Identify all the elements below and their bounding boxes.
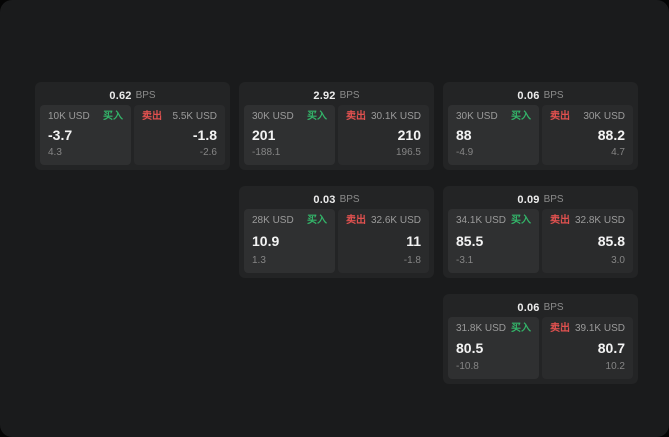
bps-header: 0.62 BPS: [40, 86, 225, 105]
sell-size: 32.8K USD: [574, 215, 625, 226]
buy-button[interactable]: 买入: [511, 323, 531, 334]
sell-button[interactable]: 卖出: [550, 323, 570, 334]
sell-delta: 3.0: [611, 255, 625, 266]
buy-panel[interactable]: 30K USD 买入 88 -4.9: [448, 105, 539, 165]
buy-delta: -188.1: [252, 147, 281, 158]
buy-size: 28K USD: [252, 215, 294, 226]
sell-panel[interactable]: 卖出 39.1K USD 80.7 10.2: [542, 317, 633, 379]
sell-price: 80.7: [597, 340, 625, 356]
sell-delta: 4.7: [611, 147, 625, 158]
sell-price: 85.8: [597, 233, 625, 249]
buy-size: 30K USD: [456, 111, 498, 122]
sell-button[interactable]: 卖出: [142, 111, 162, 122]
sell-button[interactable]: 卖出: [346, 215, 366, 226]
buy-button[interactable]: 买入: [103, 111, 123, 122]
sell-size: 32.6K USD: [370, 215, 421, 226]
bps-header: 2.92 BPS: [244, 86, 429, 105]
buy-panel[interactable]: 34.1K USD 买入 85.5 -3.1: [448, 209, 539, 273]
buy-delta: 4.3: [48, 147, 62, 158]
sell-delta: 10.2: [605, 361, 625, 372]
buy-price: 80.5: [456, 340, 484, 356]
sell-panel[interactable]: 卖出 30.1K USD 210 196.5: [338, 105, 429, 165]
bps-value: 0.03: [313, 193, 336, 206]
bps-unit-label: BPS: [135, 90, 156, 101]
sell-size: 30K USD: [583, 111, 625, 122]
sell-delta: -1.8: [403, 255, 421, 266]
bps-header: 0.03 BPS: [244, 190, 429, 209]
sell-button[interactable]: 卖出: [550, 111, 570, 122]
buy-delta: 1.3: [252, 255, 266, 266]
bps-value: 0.62: [109, 89, 132, 102]
bps-unit-label: BPS: [543, 194, 564, 205]
buy-size: 31.8K USD: [456, 323, 507, 334]
buy-delta: -3.1: [456, 255, 474, 266]
bps-header: 0.09 BPS: [448, 190, 633, 209]
sell-panel[interactable]: 卖出 5.5K USD -1.8 -2.6: [134, 105, 225, 165]
quote-card[interactable]: 0.09 BPS 34.1K USD 买入 85.5 -3.1 卖出 32.8K…: [443, 186, 638, 278]
bps-unit-label: BPS: [339, 194, 360, 205]
sell-price: 88.2: [597, 127, 625, 143]
buy-delta: -10.8: [456, 361, 479, 372]
quote-card[interactable]: 0.06 BPS 30K USD 买入 88 -4.9 卖出 30K USD: [443, 82, 638, 170]
sell-price: 11: [406, 233, 421, 249]
buy-price: 201: [252, 127, 276, 143]
quote-card-grid: 0.62 BPS 10K USD 买入 -3.7 4.3 卖出 5.5K USD: [35, 82, 638, 384]
sell-panel[interactable]: 卖出 30K USD 88.2 4.7: [542, 105, 633, 165]
buy-price: 10.9: [252, 233, 280, 249]
buy-panel[interactable]: 28K USD 买入 10.9 1.3: [244, 209, 335, 273]
sell-button[interactable]: 卖出: [550, 215, 570, 226]
buy-size: 10K USD: [48, 111, 90, 122]
buy-panel[interactable]: 10K USD 买入 -3.7 4.3: [40, 105, 131, 165]
buy-button[interactable]: 买入: [307, 215, 327, 226]
buy-size: 34.1K USD: [456, 215, 507, 226]
quote-card[interactable]: 0.03 BPS 28K USD 买入 10.9 1.3 卖出 32.6K US…: [239, 186, 434, 278]
quote-panels: 10K USD 买入 -3.7 4.3 卖出 5.5K USD -1.8 -2.…: [40, 105, 225, 165]
bps-unit-label: BPS: [543, 302, 564, 313]
sell-button[interactable]: 卖出: [346, 111, 366, 122]
sell-delta: -2.6: [199, 147, 217, 158]
quote-panels: 30K USD 买入 201 -188.1 卖出 30.1K USD 210 1…: [244, 105, 429, 165]
buy-price: 85.5: [456, 233, 484, 249]
quote-panels: 30K USD 买入 88 -4.9 卖出 30K USD 88.2 4.7: [448, 105, 633, 165]
buy-price: 88: [456, 127, 472, 143]
bps-unit-label: BPS: [339, 90, 360, 101]
sell-price: -1.8: [192, 127, 217, 143]
bps-header: 0.06 BPS: [448, 86, 633, 105]
sell-panel[interactable]: 卖出 32.8K USD 85.8 3.0: [542, 209, 633, 273]
buy-button[interactable]: 买入: [511, 215, 531, 226]
quote-card[interactable]: 0.62 BPS 10K USD 买入 -3.7 4.3 卖出 5.5K USD: [35, 82, 230, 170]
bps-unit-label: BPS: [543, 90, 564, 101]
quote-panels: 34.1K USD 买入 85.5 -3.1 卖出 32.8K USD 85.8…: [448, 209, 633, 273]
bps-value: 0.06: [517, 89, 540, 102]
buy-delta: -4.9: [456, 147, 474, 158]
sell-price: 210: [397, 127, 421, 143]
quote-card[interactable]: 2.92 BPS 30K USD 买入 201 -188.1 卖出 30.1K …: [239, 82, 434, 170]
quote-panels: 28K USD 买入 10.9 1.3 卖出 32.6K USD 11 -1.8: [244, 209, 429, 273]
sell-delta: 196.5: [395, 147, 421, 158]
buy-price: -3.7: [48, 127, 73, 143]
buy-size: 30K USD: [252, 111, 294, 122]
sell-size: 30.1K USD: [370, 111, 421, 122]
buy-button[interactable]: 买入: [307, 111, 327, 122]
sell-size: 5.5K USD: [172, 111, 217, 122]
bps-value: 0.06: [517, 301, 540, 314]
sell-size: 39.1K USD: [574, 323, 625, 334]
bps-header: 0.06 BPS: [448, 298, 633, 317]
quote-card[interactable]: 0.06 BPS 31.8K USD 买入 80.5 -10.8 卖出 39.1…: [443, 294, 638, 384]
sell-panel[interactable]: 卖出 32.6K USD 11 -1.8: [338, 209, 429, 273]
buy-panel[interactable]: 31.8K USD 买入 80.5 -10.8: [448, 317, 539, 379]
bps-value: 2.92: [313, 89, 336, 102]
buy-panel[interactable]: 30K USD 买入 201 -188.1: [244, 105, 335, 165]
bps-value: 0.09: [517, 193, 540, 206]
quote-panels: 31.8K USD 买入 80.5 -10.8 卖出 39.1K USD 80.…: [448, 317, 633, 379]
buy-button[interactable]: 买入: [511, 111, 531, 122]
